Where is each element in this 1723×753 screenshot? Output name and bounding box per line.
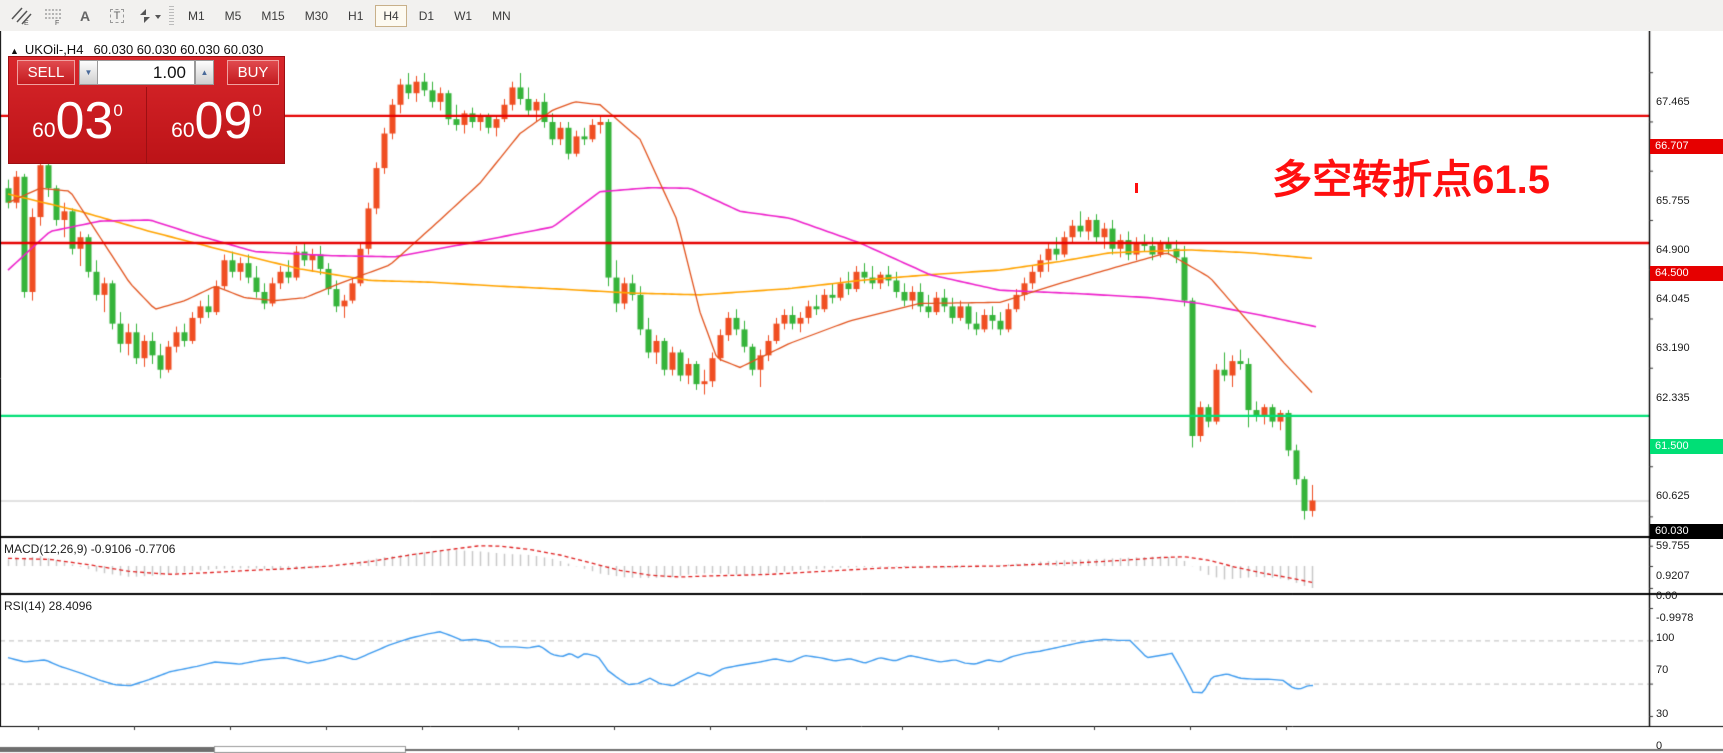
sell-price-pip: 0 — [113, 101, 123, 120]
chart-toolbar: E F A T M1 M5 M15 M30 H1 H4 D1 W1 MN — [0, 0, 1723, 32]
rsi-axis-tick: 70 — [1656, 664, 1669, 677]
sell-price-main: 03 — [55, 92, 114, 150]
macd-indicator-label: MACD(12,26,9) -0.9106 -0.7706 — [4, 542, 176, 556]
price-level-label[interactable]: 61.500 — [1650, 438, 1723, 454]
text-box-icon[interactable]: T — [102, 4, 132, 28]
toolbar-grip[interactable] — [169, 5, 174, 26]
ohlc-values: 60.030 60.030 60.030 60.030 — [93, 42, 264, 57]
triangle-up-icon: ▲ — [200, 68, 209, 77]
rsi-axis-tick: 0 — [1656, 740, 1663, 752]
annotation-anchor-mark — [1135, 183, 1138, 193]
rsi-axis-tick: 30 — [1656, 707, 1669, 720]
price-level-label[interactable]: 64.500 — [1650, 266, 1723, 281]
triangle-down-icon: ▼ — [84, 68, 93, 77]
timeframe-button-m15[interactable]: M15 — [261, 8, 285, 23]
sell-button[interactable]: SELL — [17, 60, 75, 85]
price-axis-tick: 64.900 — [1656, 243, 1690, 256]
sell-price-display[interactable]: 60 03 0 — [9, 87, 147, 163]
price-axis-tick: 63.190 — [1656, 342, 1690, 355]
symbol-name: UKOil-,H4 — [24, 42, 84, 57]
text-label-icon[interactable]: A — [79, 7, 91, 24]
price-axis-tick: 62.335 — [1656, 391, 1690, 404]
price-axis-tick: 60.625 — [1656, 490, 1690, 503]
equidistant-channel-icon[interactable]: E — [6, 4, 36, 28]
price-axis-tick: 64.045 — [1656, 293, 1690, 306]
timeframe-button-mn[interactable]: MN — [492, 8, 511, 23]
timeframe-button-m1[interactable]: M1 — [188, 8, 205, 23]
chart-area: ▲ UKOil-,H4 60.030 60.030 60.030 60.030 SE… — [0, 31, 1723, 753]
one-click-trade-panel: SELL ▼ 1.00 ▲ BUY 60 03 0 60 09 0 — [8, 56, 285, 164]
rsi-indicator-label: RSI(14) 28.4096 — [4, 599, 93, 613]
chart-annotation-text: 多空转折点61.5 — [1272, 158, 1550, 202]
svg-text:F: F — [55, 20, 59, 26]
timeframe-button-d1[interactable]: D1 — [418, 8, 435, 23]
buy-price-pip: 0 — [252, 101, 262, 120]
timeframe-button-w1[interactable]: W1 — [454, 8, 473, 23]
buy-price-prefix: 60 — [171, 119, 195, 142]
price-level-label[interactable]: 66.707 — [1650, 138, 1723, 154]
svg-text:E: E — [24, 20, 29, 26]
macd-axis-tick: -0.9978 — [1656, 611, 1694, 624]
buy-button[interactable]: BUY — [227, 60, 279, 85]
timeframe-button-m30[interactable]: M30 — [304, 8, 329, 23]
trade-panel-row: SELL ▼ 1.00 ▲ BUY — [9, 57, 284, 87]
timeframe-button-h4[interactable]: H4 — [375, 4, 407, 27]
macd-axis-tick: 0.00 — [1656, 590, 1678, 602]
volume-decrease-button[interactable]: ▼ — [79, 60, 98, 85]
rsi-axis-tick: 100 — [1656, 632, 1675, 644]
buy-price-main: 09 — [194, 92, 253, 150]
price-chart-canvas[interactable] — [0, 31, 1723, 753]
collapse-triangle-icon[interactable]: ▲ — [10, 46, 19, 56]
arrows-tool-icon[interactable] — [134, 4, 164, 28]
timeframe-button-h1[interactable]: H1 — [348, 8, 364, 23]
timeframe-button-m5[interactable]: M5 — [224, 8, 242, 23]
sell-price-prefix: 60 — [32, 119, 56, 142]
price-axis-tick: 65.755 — [1656, 194, 1690, 207]
fibonacci-icon[interactable]: F — [38, 4, 68, 28]
buy-price-display[interactable]: 60 09 0 — [148, 87, 285, 163]
macd-axis-tick: 0.9207 — [1656, 569, 1690, 582]
volume-increase-button[interactable]: ▲ — [195, 60, 214, 85]
price-axis-tick: 59.755 — [1656, 540, 1690, 553]
current-price-label: 60.030 — [1650, 523, 1723, 539]
price-axis-tick: 67.465 — [1656, 96, 1690, 109]
volume-input[interactable]: 1.00 — [97, 60, 195, 85]
symbol-title: ▲ UKOil-,H4 60.030 60.030 60.030 60.030 — [10, 42, 263, 57]
